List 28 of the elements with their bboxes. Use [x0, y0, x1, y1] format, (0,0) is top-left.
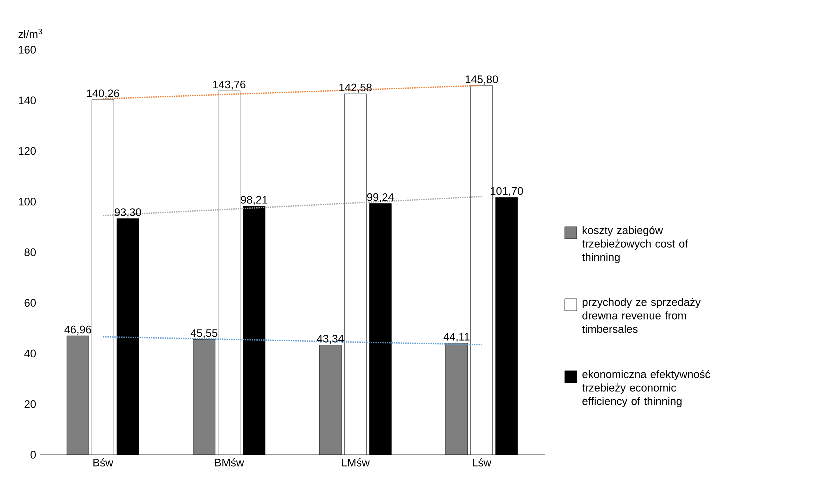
y-tick-label: 100: [19, 198, 36, 206]
legend-label: koszty zabiegów trzebieżowych cost of thinning: [582, 226, 688, 264]
data-label: 45,55: [190, 330, 218, 339]
y-tick-label: 80: [24, 248, 36, 256]
legend-label: ekonomiczna efektywność trzebieży economic efficiency of thinning: [582, 370, 710, 408]
y-tick-label: 40: [24, 350, 36, 358]
data-label: 142,58: [340, 84, 372, 93]
data-label: 43,34: [317, 335, 344, 344]
data-label: 98,21: [241, 196, 268, 206]
y-tick-label: 120: [19, 147, 36, 156]
data-label: 99,24: [367, 194, 394, 203]
data-label: 145,80: [466, 76, 498, 85]
x-tick-label: LMśw: [342, 458, 370, 467]
data-label: 46,96: [64, 326, 92, 335]
y-tick-label: 60: [24, 299, 36, 308]
y-tick-label: 20: [24, 400, 36, 408]
y-tick-label: 0: [30, 451, 36, 459]
data-label: 143,76: [213, 80, 246, 90]
data-label: 93,30: [114, 208, 142, 218]
y-axis-title: zł/m$^{3}$: [18, 28, 42, 38]
x-tick-label: BMśw: [215, 458, 244, 467]
legend-label: przychody ze sprzedaży drewna revenue from timbersales: [582, 298, 701, 334]
x-tick-label: Lśw: [473, 458, 492, 467]
x-tick-label: Bśw: [94, 458, 114, 467]
y-tick-label: 160: [19, 46, 36, 54]
data-label: 140,26: [87, 90, 120, 99]
y-tick-label: 140: [19, 96, 36, 104]
data-label: 44,11: [444, 333, 470, 342]
